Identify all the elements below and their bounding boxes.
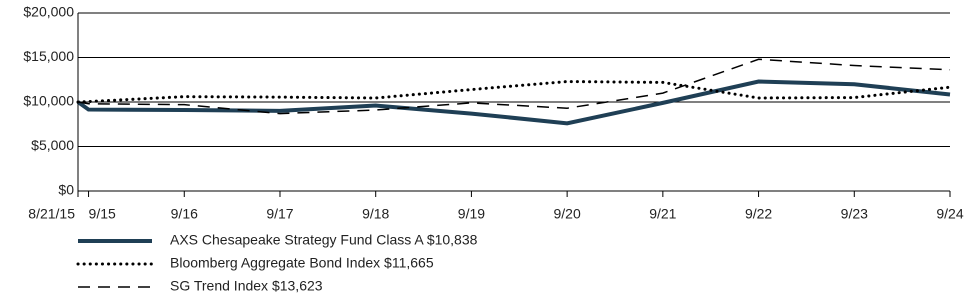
x-tick-label: 9/15 (89, 206, 116, 222)
y-tick-label: $0 (58, 182, 74, 198)
x-tick-label: 9/17 (266, 206, 293, 222)
y-tick-label: $20,000 (23, 4, 74, 20)
legend-label: AXS Chesapeake Strategy Fund Class A $10… (170, 232, 478, 248)
x-tick-label: 9/21 (649, 206, 676, 222)
y-tick-label: $5,000 (31, 137, 74, 153)
y-tick-label: $10,000 (23, 93, 74, 109)
series-line (76, 79, 951, 126)
x-tick-label: 9/19 (458, 206, 485, 222)
x-tick-label: 8/21/15 (28, 206, 75, 222)
x-tick-label: 9/18 (362, 206, 389, 222)
series-line (77, 58, 951, 115)
x-tick-label: 9/22 (745, 206, 772, 222)
series-line (76, 80, 952, 104)
x-tick-label: 9/20 (554, 206, 581, 222)
x-tick-label: 9/16 (171, 206, 198, 222)
y-tick-label: $15,000 (23, 48, 74, 64)
legend-label: Bloomberg Aggregate Bond Index $11,665 (170, 255, 434, 271)
x-tick-label: 9/24 (936, 206, 963, 222)
x-tick-label: 9/23 (841, 206, 868, 222)
legend-label: SG Trend Index $13,623 (170, 278, 323, 294)
